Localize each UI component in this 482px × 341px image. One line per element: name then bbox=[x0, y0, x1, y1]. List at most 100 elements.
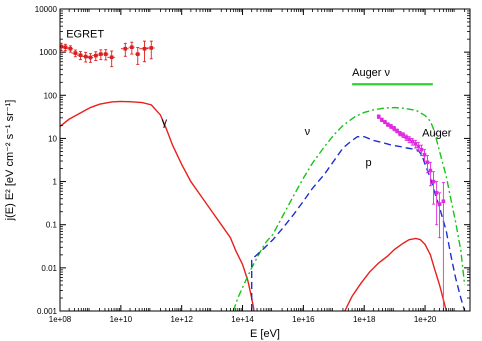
x-tick-label: 1e+20 bbox=[414, 315, 437, 324]
annotation-label: Auger bbox=[422, 128, 452, 140]
data-point bbox=[407, 136, 411, 144]
point-marker bbox=[410, 139, 415, 144]
data-point bbox=[82, 51, 89, 63]
y-tick-label: 0.001 bbox=[37, 307, 58, 316]
point-marker bbox=[428, 168, 433, 173]
data-point bbox=[395, 128, 399, 134]
data-point bbox=[404, 134, 409, 141]
data-point bbox=[76, 51, 84, 61]
data-point bbox=[67, 45, 74, 53]
data-point bbox=[128, 41, 135, 55]
point-marker bbox=[380, 118, 384, 122]
point-marker bbox=[389, 124, 393, 129]
point-marker bbox=[93, 53, 98, 58]
point-marker bbox=[376, 114, 381, 119]
data-point bbox=[386, 122, 390, 127]
data-point bbox=[416, 142, 421, 152]
data-point bbox=[380, 117, 384, 123]
data-point bbox=[401, 132, 405, 138]
series-line bbox=[60, 100, 255, 311]
point-marker bbox=[395, 129, 399, 133]
point-marker bbox=[73, 51, 78, 55]
data-point bbox=[134, 47, 141, 65]
y-tick-label: 10 bbox=[48, 134, 57, 143]
data-point bbox=[92, 51, 99, 61]
annotation-label: Auger ν bbox=[352, 67, 390, 79]
x-tick-label: 1e+18 bbox=[353, 315, 376, 324]
data-point bbox=[146, 40, 155, 60]
point-marker bbox=[149, 46, 154, 50]
point-marker bbox=[437, 202, 442, 206]
data-point bbox=[383, 120, 387, 125]
y-axis-label: j(E) E² [eV cm⁻² s⁻¹ sr⁻¹] bbox=[4, 100, 16, 222]
y-tick-label: 1000 bbox=[39, 48, 57, 57]
data-point bbox=[410, 137, 415, 146]
data-point bbox=[139, 40, 149, 63]
series-line bbox=[232, 106, 466, 311]
point-marker bbox=[78, 53, 83, 57]
data-point bbox=[392, 125, 396, 132]
annotation-label: ν bbox=[305, 126, 311, 138]
point-marker bbox=[109, 55, 114, 60]
y-tick-label: 0.01 bbox=[41, 264, 57, 273]
point-marker bbox=[135, 52, 140, 56]
y-tick-label: 0.1 bbox=[46, 221, 58, 230]
point-marker bbox=[431, 179, 436, 184]
point-marker bbox=[441, 199, 446, 204]
series-line bbox=[344, 237, 448, 311]
point-marker bbox=[123, 46, 128, 51]
data-point bbox=[419, 144, 424, 157]
data-point bbox=[376, 114, 381, 119]
data-point bbox=[413, 139, 418, 149]
point-marker bbox=[99, 52, 103, 56]
data-point bbox=[434, 181, 439, 226]
x-axis-label: E [eV] bbox=[250, 328, 280, 340]
point-marker bbox=[407, 137, 411, 142]
annotation-label: EGRET bbox=[66, 28, 104, 40]
data-point bbox=[97, 49, 104, 61]
point-marker bbox=[419, 147, 424, 152]
x-tick-label: 1e+14 bbox=[231, 315, 254, 324]
point-marker bbox=[60, 44, 64, 49]
data-point bbox=[107, 50, 115, 68]
data-point bbox=[71, 49, 79, 58]
y-tick-label: 1 bbox=[53, 178, 58, 187]
point-marker bbox=[383, 120, 387, 124]
data-point bbox=[437, 192, 442, 239]
series-line bbox=[250, 135, 466, 311]
point-marker bbox=[386, 122, 390, 127]
point-marker bbox=[416, 144, 421, 149]
point-marker bbox=[63, 45, 68, 50]
point-marker bbox=[88, 55, 93, 60]
point-marker bbox=[398, 131, 402, 136]
x-tick-label: 1e+10 bbox=[110, 315, 133, 324]
data-point bbox=[86, 53, 94, 63]
data-point bbox=[422, 149, 427, 163]
x-tick-label: 1e+12 bbox=[170, 315, 193, 324]
point-marker bbox=[142, 46, 147, 51]
point-marker bbox=[422, 152, 427, 157]
data-point bbox=[389, 124, 393, 129]
data-point bbox=[428, 161, 433, 187]
x-tick-label: 1e+16 bbox=[292, 315, 315, 324]
point-marker bbox=[103, 52, 108, 56]
data-point bbox=[431, 171, 436, 205]
y-tick-label: 10000 bbox=[35, 5, 58, 14]
x-tick-label: 1e+08 bbox=[49, 315, 72, 324]
data-point bbox=[102, 49, 109, 61]
point-marker bbox=[130, 45, 134, 50]
point-marker bbox=[68, 46, 73, 51]
data-point bbox=[441, 182, 446, 311]
point-marker bbox=[434, 190, 439, 195]
annotation-label: p bbox=[365, 157, 371, 169]
data-point bbox=[61, 43, 69, 52]
data-point bbox=[120, 42, 129, 57]
point-marker bbox=[425, 160, 430, 165]
point-marker bbox=[392, 126, 396, 131]
plot-area bbox=[60, 40, 466, 311]
annotation-label: γ bbox=[162, 116, 168, 128]
data-point bbox=[425, 155, 430, 174]
axes: 1e+08 1e+10 1e+12 1e+14 1e+16 1e+18 1e+20 0.001… bbox=[35, 5, 471, 324]
point-marker bbox=[413, 142, 418, 146]
